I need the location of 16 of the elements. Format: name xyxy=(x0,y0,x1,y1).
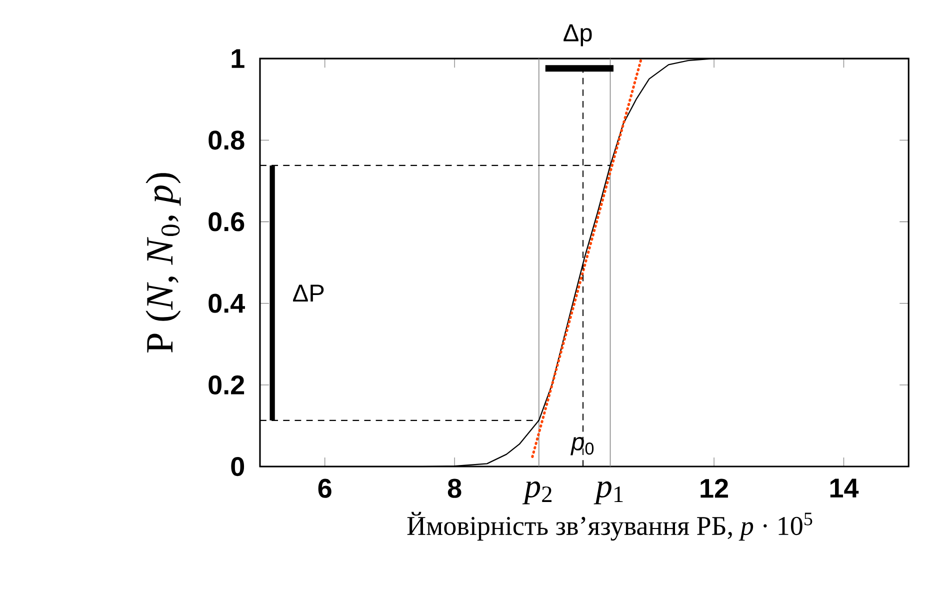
ref-line-label: p$_{1}$ xyxy=(594,481,623,504)
y-tick-label: 0.4 xyxy=(208,294,245,313)
y-tick-label: 0 xyxy=(231,456,244,476)
x-tick-label: 14 xyxy=(830,478,859,498)
y-tick-label: 0.2 xyxy=(208,375,244,394)
y-tick-label: 1 xyxy=(232,49,244,68)
x-tick-label: 6 xyxy=(318,478,332,498)
x-axis-title: Ймовірність зв’язування РБ, p · 10$^{5}$ xyxy=(407,512,812,541)
y-tick-label: 0.6 xyxy=(208,212,244,232)
y-axis-title: P (N, N$_{0}$, p) xyxy=(146,173,181,352)
text: Δp xyxy=(564,24,592,46)
x-tick-label: 8 xyxy=(448,478,462,498)
annotation: ΔP xyxy=(293,284,324,302)
x-tick-label: 12 xyxy=(700,478,728,498)
ref-line-label: p$_{2}$ xyxy=(522,481,552,504)
y-tick-label: 0.8 xyxy=(208,130,244,150)
